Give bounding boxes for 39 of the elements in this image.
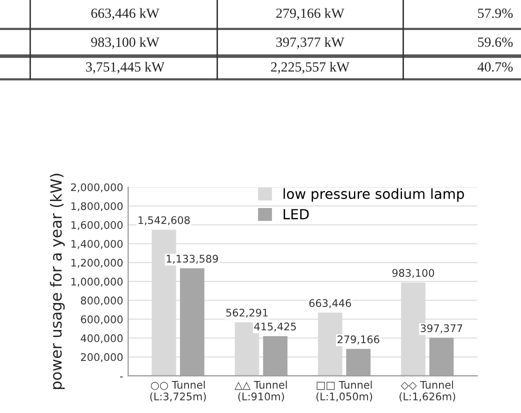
- bar: [180, 268, 204, 376]
- y-tick-label: 400,000: [80, 334, 123, 344]
- text: 2,225,557 kW: [271, 62, 350, 74]
- x-tick-label: □□ Tunnel (L:1,050m): [316, 380, 372, 402]
- data-label: 397,377: [420, 324, 462, 334]
- text: 397,377 kW: [276, 37, 344, 49]
- text: 57.9%: [478, 8, 513, 18]
- legend-label: low pressure sodium lamp: [284, 188, 464, 202]
- data-label: 663,446: [309, 299, 352, 308]
- y-tick-label: 1,800,000: [71, 202, 123, 212]
- y-tick-label: 1,400,000: [71, 240, 123, 249]
- y-tick-label: 600,000: [80, 315, 123, 324]
- y-tick-label: 1,600,000: [71, 221, 123, 230]
- bar: [263, 336, 288, 376]
- bar: [429, 338, 454, 376]
- text: 279,166 kW: [276, 8, 344, 20]
- text: 40.7%: [478, 62, 513, 72]
- data-label: 415,425: [254, 322, 296, 332]
- y-tick-label: 1,000,000: [71, 278, 123, 287]
- x-tick-label: △△ Tunnel (L:910m): [234, 380, 287, 402]
- text: 663,446 kW: [91, 8, 160, 20]
- text: 59.6%: [478, 37, 513, 47]
- y-tick-label: 200,000: [80, 353, 123, 362]
- y-tick-label: 1,200,000: [71, 258, 123, 268]
- x-tick-label: ◇◇ Tunnel (L:1,626m): [400, 380, 456, 402]
- text: 3,751,445 kW: [86, 62, 165, 74]
- legend-label: LED: [284, 209, 309, 220]
- data-label: 1,542,608: [138, 216, 190, 226]
- y-tick-label: 800,000: [80, 296, 123, 306]
- y-tick-label: -: [120, 376, 123, 378]
- data-label: 983,100: [392, 268, 434, 278]
- data-label: 562,291: [226, 308, 268, 318]
- data-label: 279,166: [338, 335, 380, 344]
- data-label: 1,133,589: [166, 254, 218, 264]
- x-tick-label: ○○ Tunnel (L:3,725m): [150, 380, 206, 402]
- y-axis-title: power usage for a year (kW): [50, 174, 65, 390]
- bar: [346, 348, 371, 376]
- text: 983,100 kW: [91, 37, 160, 49]
- y-tick-label: 2,000,000: [71, 183, 123, 192]
